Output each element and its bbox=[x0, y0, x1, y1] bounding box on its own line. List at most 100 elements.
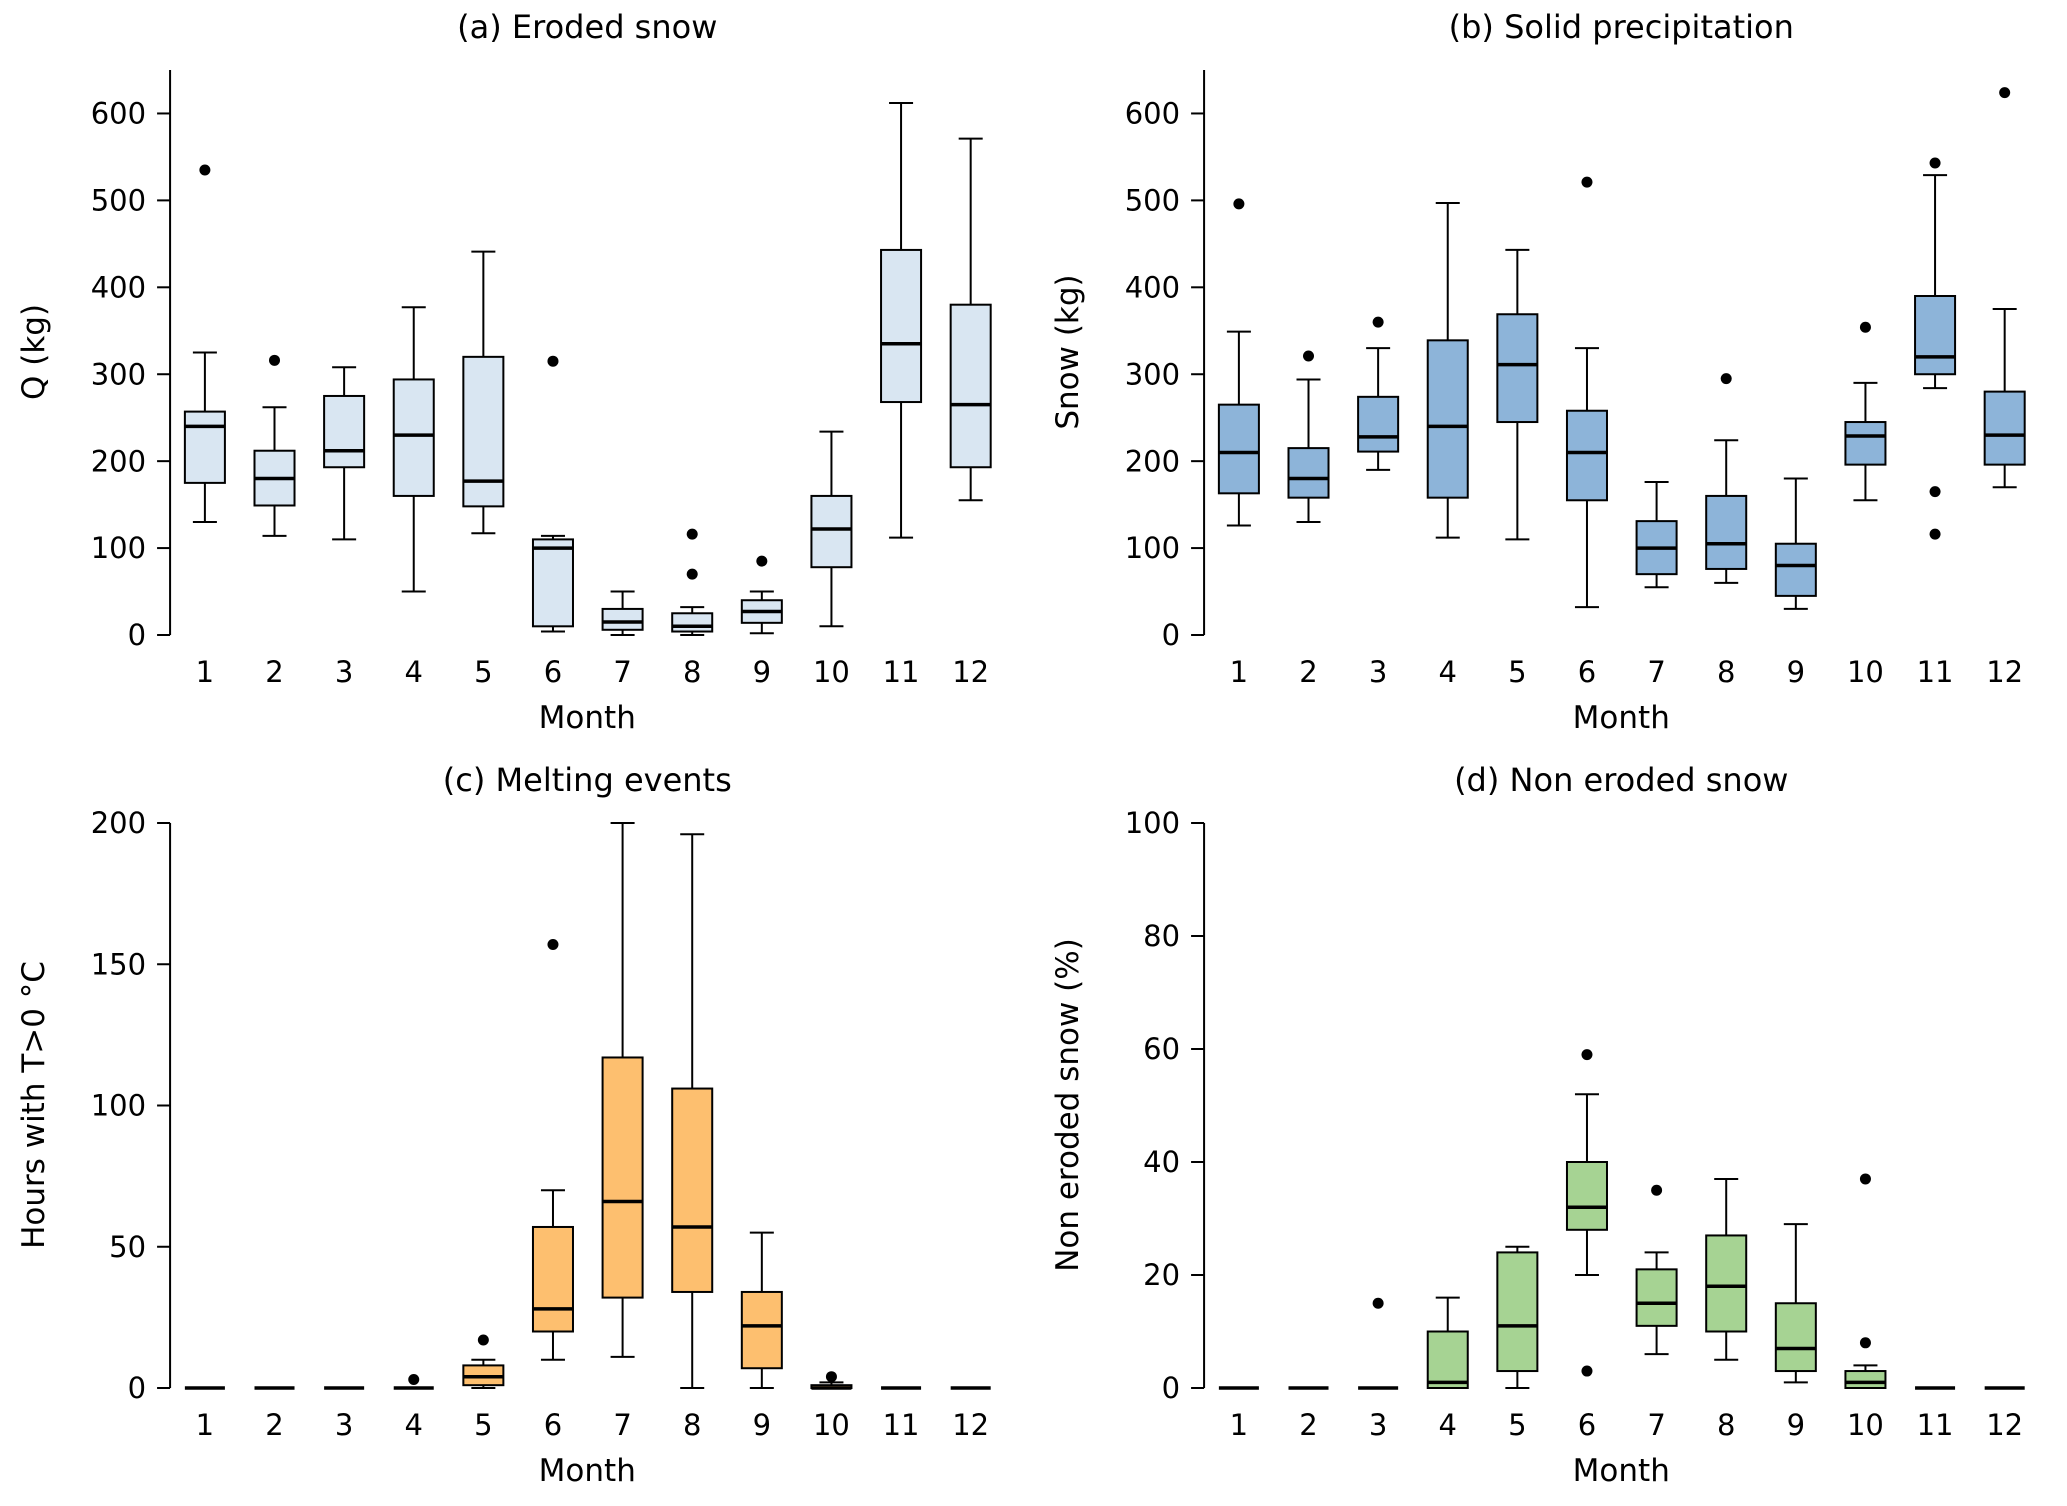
box bbox=[601, 607, 644, 631]
x-tick-label: 11 bbox=[1916, 655, 1953, 689]
x-tick-label: 12 bbox=[952, 655, 989, 689]
outlier-dot bbox=[1372, 1297, 1384, 1309]
x-tick-label: 10 bbox=[1846, 655, 1883, 689]
y-axis-label: Q (kg) bbox=[16, 304, 52, 400]
chart-eroded-snow: (a) Eroded snow Month Q (kg) 0 100 200 300 4… bbox=[16, 8, 992, 736]
box bbox=[810, 494, 853, 569]
x-tick-label: 8 bbox=[1716, 655, 1734, 689]
x-tick-label: 1 bbox=[1229, 655, 1247, 689]
outlier-dot bbox=[686, 568, 698, 580]
box bbox=[671, 1087, 714, 1293]
x-axis-label: Month bbox=[539, 1453, 636, 1489]
outlier-dot bbox=[1580, 1049, 1592, 1061]
x-tick-label: 7 bbox=[613, 655, 631, 689]
x-tick-label: 11 bbox=[883, 1408, 920, 1442]
x-tick-label: 11 bbox=[1916, 1408, 1953, 1442]
box bbox=[1913, 295, 1956, 376]
y-tick-label: 80 bbox=[1143, 919, 1180, 953]
outlier-dot bbox=[1859, 321, 1871, 333]
outlier-dot bbox=[1372, 316, 1384, 328]
box bbox=[1843, 421, 1886, 466]
x-tick-label: 12 bbox=[1986, 655, 2023, 689]
box bbox=[1843, 1370, 1886, 1389]
x-tick-label: 1 bbox=[196, 655, 214, 689]
y-tick-label: 0 bbox=[1161, 618, 1179, 652]
chart-solid-precipitation: (b) Solid precipitation Month Snow (kg) … bbox=[1050, 8, 2026, 736]
x-tick-label: 3 bbox=[335, 1408, 353, 1442]
y-tick-label: 20 bbox=[1143, 1258, 1180, 1292]
outlier-dot bbox=[408, 1374, 420, 1386]
x-tick-label: 12 bbox=[952, 1408, 989, 1442]
x-tick-label: 9 bbox=[1786, 1408, 1804, 1442]
panel-melting-events: (c) Melting events Month Hours with T>0 … bbox=[0, 753, 1034, 1506]
y-tick-label: 100 bbox=[1124, 531, 1179, 565]
box bbox=[323, 394, 366, 469]
box bbox=[1704, 494, 1747, 570]
y-tick-label: 100 bbox=[91, 531, 146, 565]
x-tick-label: 3 bbox=[1368, 1408, 1386, 1442]
outlier-dot bbox=[1929, 528, 1941, 540]
outlier-dot bbox=[199, 164, 211, 176]
x-tick-label: 1 bbox=[1229, 1408, 1247, 1442]
panel-title: (c) Melting events bbox=[443, 761, 732, 799]
outlier-dot bbox=[1580, 1365, 1592, 1377]
x-tick-label: 9 bbox=[753, 655, 771, 689]
x-tick-label: 8 bbox=[1716, 1408, 1734, 1442]
x-tick-label: 10 bbox=[813, 1408, 850, 1442]
y-tick-label: 200 bbox=[1124, 444, 1179, 478]
x-tick-label: 4 bbox=[1438, 1408, 1456, 1442]
box bbox=[949, 303, 992, 469]
y-tick-label: 100 bbox=[1124, 806, 1179, 840]
x-tick-label: 2 bbox=[1299, 655, 1317, 689]
x-axis-label: Month bbox=[1572, 1453, 1669, 1489]
outlier-dot bbox=[825, 1371, 837, 1383]
box bbox=[462, 355, 505, 508]
outlier-dot bbox=[547, 355, 559, 367]
x-tick-label: 11 bbox=[883, 655, 920, 689]
y-tick-label: 40 bbox=[1143, 1145, 1180, 1179]
outlier-dot bbox=[1302, 350, 1314, 362]
box bbox=[1426, 1330, 1469, 1389]
x-tick-label: 4 bbox=[405, 655, 423, 689]
box bbox=[1356, 395, 1399, 453]
panel-title: (a) Eroded snow bbox=[457, 8, 717, 46]
x-tick-label: 7 bbox=[1647, 1408, 1665, 1442]
outlier-dot bbox=[1232, 198, 1244, 210]
y-tick-label: 500 bbox=[91, 184, 146, 218]
y-axis-label: Snow (kg) bbox=[1050, 274, 1086, 429]
box bbox=[531, 1225, 574, 1333]
box bbox=[1426, 339, 1469, 499]
box bbox=[1495, 313, 1538, 424]
box bbox=[671, 612, 714, 633]
outlier-dot bbox=[1859, 1337, 1871, 1349]
y-tick-label: 150 bbox=[91, 947, 146, 981]
x-axis-label: Month bbox=[1572, 700, 1669, 736]
box bbox=[1286, 447, 1330, 499]
box bbox=[1983, 390, 2026, 466]
x-axis-label: Month bbox=[539, 700, 636, 736]
outlier-dot bbox=[1720, 373, 1732, 385]
outlier-dot bbox=[1929, 157, 1941, 169]
outlier-dot bbox=[686, 528, 698, 540]
outlier-dot bbox=[1929, 486, 1941, 498]
x-tick-label: 5 bbox=[1508, 1408, 1526, 1442]
y-tick-label: 100 bbox=[91, 1089, 146, 1123]
x-tick-label: 2 bbox=[265, 1408, 283, 1442]
y-tick-label: 400 bbox=[91, 270, 146, 304]
y-tick-label: 500 bbox=[1124, 184, 1179, 218]
box bbox=[1704, 1234, 1747, 1333]
x-tick-label: 5 bbox=[474, 655, 492, 689]
x-tick-label: 5 bbox=[1508, 655, 1526, 689]
outlier-dot bbox=[1998, 87, 2010, 99]
box bbox=[880, 248, 923, 404]
panel-non-eroded-snow: (d) Non eroded snow Month Non eroded sno… bbox=[1034, 753, 2067, 1506]
x-tick-label: 7 bbox=[613, 1408, 631, 1442]
y-axis-label: Hours with T>0 °C bbox=[16, 961, 52, 1249]
chart-non-eroded-snow: (d) Non eroded snow Month Non eroded sno… bbox=[1050, 761, 2025, 1489]
box bbox=[531, 538, 574, 628]
